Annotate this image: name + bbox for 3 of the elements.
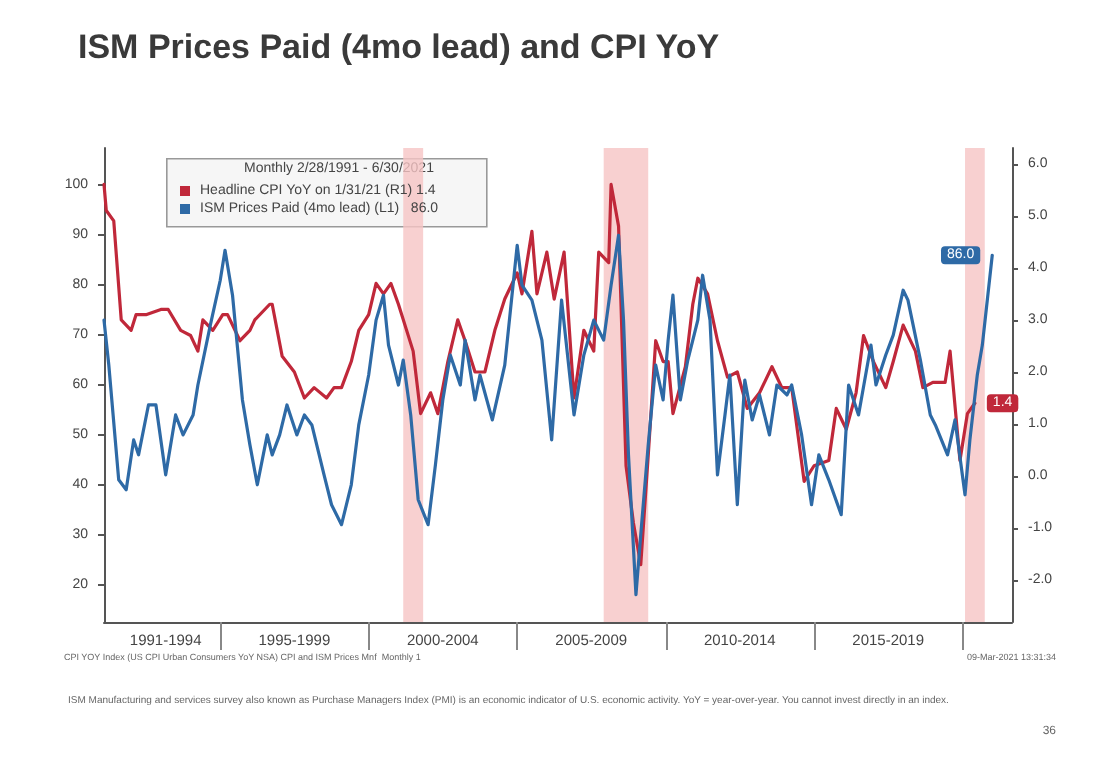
line-series bbox=[102, 182, 977, 567]
chart-title: ISM Prices Paid (4mo lead) and CPI YoY bbox=[78, 28, 721, 66]
line-series bbox=[102, 233, 994, 597]
